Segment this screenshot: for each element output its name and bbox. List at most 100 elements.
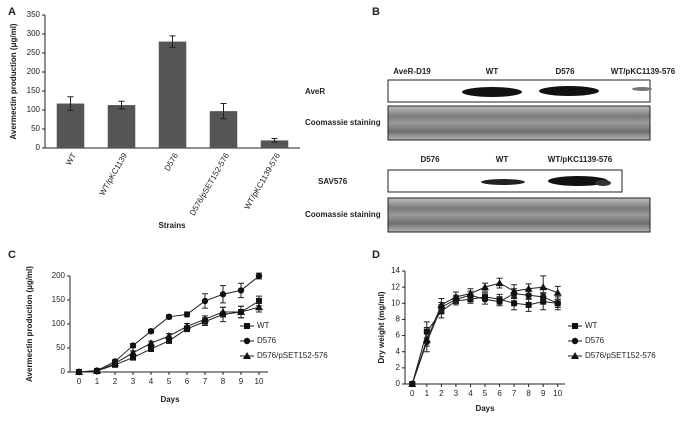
legend-label: D576/pSET152-576 — [585, 351, 656, 360]
blot-panel: B AveR-D19 WT D576 WT/pKC1139-576 AveR C… — [305, 6, 676, 233]
x-tick-label: 10 — [255, 377, 264, 386]
error-bar — [271, 138, 278, 143]
marker — [437, 300, 446, 308]
panel-label: C — [8, 249, 16, 261]
legend-label: D576 — [257, 336, 277, 345]
y-tick-label: 14 — [391, 266, 400, 275]
marker — [183, 322, 191, 330]
x-tick-label: 0 — [77, 377, 82, 386]
y-tick-label: 200 — [52, 271, 66, 280]
panel-label: D — [372, 249, 380, 261]
marker — [539, 283, 548, 291]
series-line — [411, 293, 558, 385]
marker — [165, 332, 173, 339]
x-tick-label: 1 — [425, 389, 430, 398]
marker — [237, 308, 245, 315]
y-tick-label: 4 — [396, 347, 401, 356]
band — [548, 176, 608, 186]
y-tick-label: 2 — [396, 363, 401, 372]
x-tick-label: 4 — [468, 389, 473, 398]
marker — [183, 311, 191, 318]
error-bar — [67, 96, 74, 111]
marker — [147, 339, 155, 347]
y-tick-label: 0 — [61, 367, 66, 376]
marker — [147, 328, 155, 335]
marker — [256, 297, 262, 304]
x-tick-label: 9 — [541, 389, 546, 398]
x-tick-label: 7 — [512, 389, 517, 398]
y-tick-label: 8 — [396, 315, 401, 324]
legend-marker — [243, 337, 251, 345]
x-tick-label: 6 — [185, 377, 190, 386]
y-tick-label: 0 — [396, 379, 401, 388]
bar — [158, 41, 187, 148]
lane-label: AveR-D19 — [393, 67, 431, 76]
x-tick-label: 8 — [221, 377, 226, 386]
x-tick-label: 3 — [131, 377, 136, 386]
x-tick-label: WT — [64, 151, 78, 166]
x-tick-label: 10 — [553, 389, 562, 398]
y-tick-label: 200 — [27, 67, 41, 76]
marker — [422, 335, 431, 343]
x-tick-label: 5 — [483, 389, 488, 398]
x-tick-label: 3 — [454, 389, 459, 398]
row-label: Coomassie staining — [305, 118, 381, 127]
band — [595, 180, 611, 186]
band — [462, 87, 522, 97]
lane-label: WT — [486, 67, 499, 76]
lane-label: D576 — [420, 155, 440, 164]
series-line — [78, 275, 260, 373]
stain-box — [387, 105, 651, 141]
marker — [148, 345, 154, 352]
y-tick-label: 100 — [27, 105, 41, 114]
marker — [130, 354, 136, 361]
band — [481, 179, 525, 185]
marker — [511, 300, 518, 307]
x-axis-label: Days — [475, 404, 495, 413]
panel-label: B — [372, 6, 380, 18]
marker — [129, 342, 137, 349]
legend-label: D576 — [585, 336, 605, 345]
marker — [255, 303, 263, 311]
x-tick-label: 6 — [497, 389, 502, 398]
legend-label: D576/pSET152-576 — [257, 351, 328, 360]
y-tick-label: 250 — [27, 48, 41, 57]
legend-label: WT — [585, 321, 598, 330]
error-bar — [169, 35, 176, 48]
x-tick-label: D576 — [163, 151, 181, 173]
y-tick-label: 150 — [52, 295, 66, 304]
marker — [237, 287, 245, 294]
marker — [495, 279, 504, 287]
legend-marker — [571, 352, 579, 359]
y-tick-label: 150 — [27, 86, 41, 95]
legend-marker — [572, 323, 578, 329]
marker — [255, 272, 263, 280]
marker — [165, 313, 173, 320]
bar — [56, 103, 85, 148]
marker — [129, 348, 137, 356]
marker — [111, 359, 119, 367]
stain-box — [387, 197, 651, 233]
marker — [219, 291, 227, 298]
row-label: SAV576 — [318, 177, 348, 186]
y-tick-label: 10 — [391, 298, 400, 307]
y-axis-label: Dry weight (mg/ml) — [377, 291, 386, 363]
x-tick-label: 9 — [239, 377, 244, 386]
bar — [107, 105, 136, 148]
x-axis-label: Days — [160, 395, 180, 404]
marker — [201, 315, 209, 323]
marker — [75, 368, 83, 375]
x-tick-label: 2 — [113, 377, 118, 386]
legend-marker — [244, 323, 250, 329]
y-tick-label: 6 — [396, 331, 401, 340]
marker — [466, 289, 475, 297]
marker — [166, 337, 172, 344]
y-axis-label: Avermectin production (µg/ml) — [25, 266, 34, 382]
x-tick-label: 7 — [203, 377, 208, 386]
marker — [540, 298, 547, 305]
x-tick-label: WT/pKC1139 — [98, 151, 130, 197]
legend-marker — [243, 352, 251, 359]
error-bar — [118, 100, 125, 110]
panel-label: A — [8, 6, 16, 18]
